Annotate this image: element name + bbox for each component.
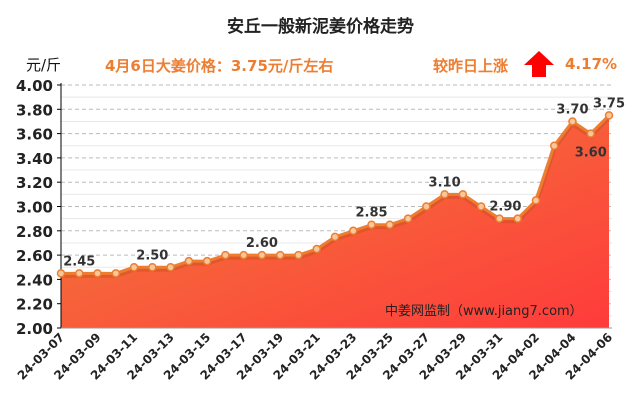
data-point	[93, 269, 102, 278]
y-tick-label: 2.00	[16, 320, 53, 338]
data-point	[568, 117, 577, 126]
data-point	[184, 256, 194, 266]
y-tick-label: 2.60	[16, 247, 53, 265]
data-point	[403, 214, 413, 223]
y-tick-label: 3.40	[16, 150, 53, 168]
data-point	[111, 269, 121, 278]
data-point	[239, 250, 248, 260]
data-label: 2.90	[489, 200, 521, 215]
data-point	[385, 220, 395, 229]
data-point	[422, 202, 431, 211]
data-point	[221, 250, 230, 260]
data-label: 2.60	[246, 236, 278, 251]
data-label: 2.45	[63, 254, 95, 269]
data-point	[531, 196, 541, 205]
data-point	[75, 269, 84, 278]
data-point	[56, 269, 66, 278]
data-point	[202, 256, 212, 266]
data-point	[349, 226, 358, 236]
data-point	[367, 220, 376, 229]
data-point	[513, 214, 522, 223]
data-label: 3.70	[556, 102, 588, 117]
data-label: 2.50	[136, 248, 168, 263]
price-area	[61, 115, 609, 328]
y-tick-label: 2.40	[16, 271, 53, 289]
data-point	[148, 263, 157, 272]
data-point	[275, 250, 285, 260]
y-tick-label: 3.60	[16, 126, 53, 144]
y-tick-label: 3.00	[16, 199, 53, 217]
chart-title: 安丘一般新泥姜价格走势	[227, 17, 414, 37]
data-label: 3.75	[593, 96, 625, 111]
data-point	[495, 214, 504, 223]
y-tick-label: 2.80	[16, 223, 53, 241]
change-label: 较昨日上涨	[433, 57, 509, 75]
y-tick-label: 3.80	[16, 101, 53, 119]
y-tick-label: 2.20	[16, 296, 53, 314]
data-point	[549, 141, 559, 150]
data-point	[330, 232, 340, 242]
data-point	[440, 190, 449, 199]
data-point	[604, 111, 614, 120]
data-point	[129, 263, 139, 272]
data-label: 2.85	[355, 206, 387, 221]
change-percent: 4.17%	[565, 55, 618, 73]
data-label: 3.60	[575, 146, 607, 161]
price-summary: 4月6日大姜价格：3.75元/斤左右	[105, 57, 334, 75]
data-point	[294, 250, 303, 260]
up-arrow-icon	[524, 51, 554, 77]
data-point	[312, 244, 321, 254]
data-point	[166, 263, 175, 272]
watermark: 中姜网监制（www.jiang7.com）	[385, 304, 583, 319]
data-label: 3.10	[429, 175, 461, 190]
y-tick-label: 4.00	[16, 77, 53, 95]
data-point	[476, 202, 486, 211]
data-point	[458, 190, 468, 199]
y-tick-label: 3.20	[16, 174, 53, 192]
y-axis-unit: 元/斤	[26, 56, 62, 74]
data-point	[257, 250, 267, 260]
data-point	[586, 129, 595, 138]
